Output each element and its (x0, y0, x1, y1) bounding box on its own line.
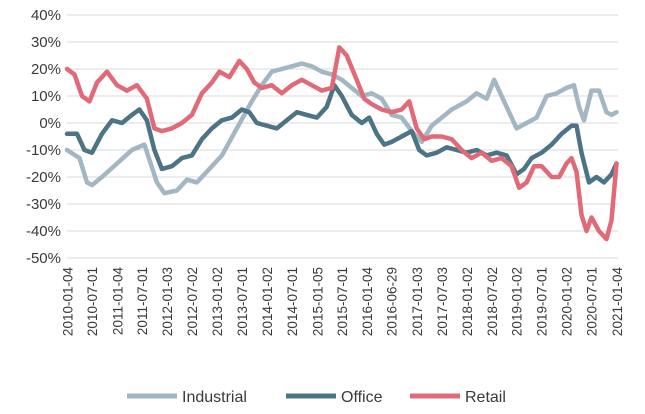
x-tick-label: 2013-07-01 (235, 267, 250, 336)
x-tick-label: 2016-06-29 (384, 267, 399, 336)
y-axis-ticks: 40% 30% 20% 10% 0% -10% -20% -30% -40% -50% (26, 7, 61, 267)
y-tick-label: -20% (26, 169, 61, 186)
legend-label-industrial: Industrial (182, 389, 247, 406)
x-tick-label: 2018-07-02 (485, 267, 500, 336)
x-tick-label: 2016-01-04 (360, 267, 375, 337)
y-tick-label: 10% (31, 88, 61, 105)
series-line-industrial (64, 61, 619, 196)
x-tick-label: 2010-07-01 (85, 267, 100, 336)
y-tick-label: 30% (31, 34, 61, 51)
x-tick-label: 2012-07-02 (185, 267, 200, 336)
y-tick-label: 40% (31, 7, 61, 24)
x-tick-label: 2010-01-04 (60, 267, 75, 337)
x-tick-label: 2015-01-05 (310, 267, 325, 336)
x-tick-label: 2020-07-01 (585, 267, 600, 336)
x-tick-label: 2021-01-04 (610, 267, 625, 337)
x-tick-label: 2019-07-01 (535, 267, 550, 336)
x-tick-label: 2011-07-01 (135, 267, 150, 335)
x-tick-label: 2013-01-02 (210, 267, 225, 336)
legend-label-retail: Retail (465, 389, 506, 406)
x-tick-label: 2015-07-01 (335, 267, 350, 336)
x-tick-label: 2017-07-03 (435, 267, 450, 336)
series-lines (64, 45, 619, 242)
legend: Industrial Office Retail (127, 389, 506, 406)
x-tick-label: 2014-07-01 (285, 267, 300, 336)
x-tick-label: 2012-01-03 (160, 267, 175, 336)
x-tick-label: 2018-01-02 (460, 267, 475, 336)
y-tick-label: -30% (26, 196, 61, 213)
legend-label-office: Office (341, 389, 383, 406)
x-tick-label: 2019-01-02 (510, 267, 525, 336)
y-tick-label: -10% (26, 142, 61, 159)
y-tick-label: -50% (26, 250, 61, 267)
x-tick-label: 2014-01-02 (260, 267, 275, 336)
series-line-retail (64, 45, 619, 242)
y-tick-label: 0% (39, 115, 61, 132)
y-tick-label: -40% (26, 223, 61, 240)
x-tick-label: 2011-01-04 (110, 267, 125, 336)
x-tick-label: 2017-01-03 (410, 267, 425, 336)
y-tick-label: 20% (31, 61, 61, 78)
x-axis-ticks: 2010-01-04 2010-07-01 2011-01-04 2011-07-01… (60, 267, 625, 337)
series-line-office (64, 82, 619, 185)
gridlines (67, 14, 618, 259)
x-tick-label: 2020-01-02 (560, 267, 575, 336)
